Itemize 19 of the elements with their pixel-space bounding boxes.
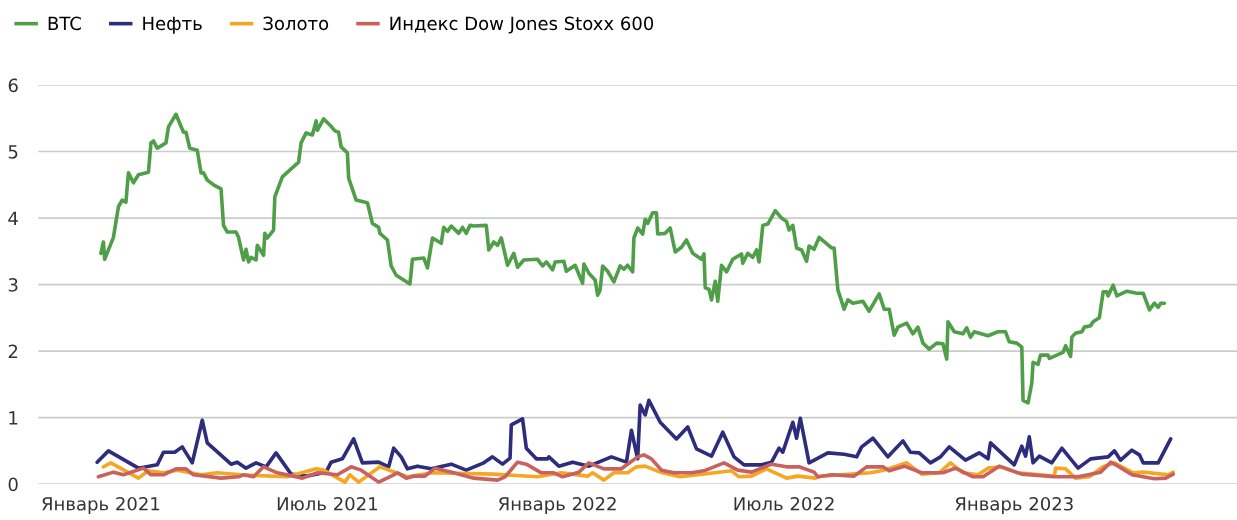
y-tick-label: 2 <box>8 344 18 358</box>
line-series <box>95 398 1173 478</box>
x-tick-label: Июль 2021 <box>277 496 377 511</box>
x-tick-label: Январь 2021 <box>42 496 160 515</box>
y-tick-label: 5 <box>8 145 18 159</box>
y-tick-label: 1 <box>9 411 18 425</box>
y-tick-label: 4 <box>8 211 18 225</box>
legend-label: Индекс Dow Jones Stoxx 600 <box>390 16 654 34</box>
x-tick-label: Июль 2022 <box>734 496 834 511</box>
line-series <box>99 112 1167 405</box>
y-tick-label: 0 <box>8 477 18 492</box>
legend-label: Золото <box>263 16 329 31</box>
legend-label: Нефть <box>143 16 202 34</box>
line-series <box>96 453 1175 484</box>
x-tick-label: Январь 2023 <box>955 496 1073 515</box>
legend-label: BTC <box>48 16 81 31</box>
y-tick-label: 3 <box>8 278 18 292</box>
y-tick-label: 6 <box>8 78 18 93</box>
x-tick-label: Январь 2022 <box>498 496 616 515</box>
